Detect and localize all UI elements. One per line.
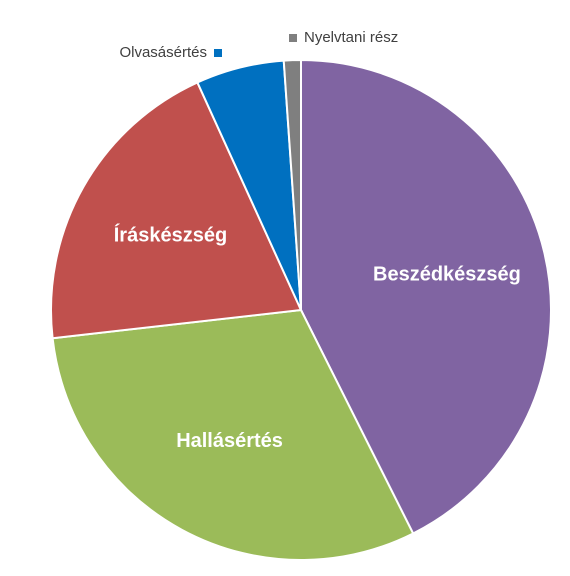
slice-label: Nyelvtani rész xyxy=(304,29,398,46)
slice-label: Olvasásértés xyxy=(119,44,207,61)
slice-label: Hallásértés xyxy=(176,430,283,452)
slice-label: Beszédkészség xyxy=(373,264,521,286)
legend-swatch xyxy=(289,34,297,42)
pie-slice xyxy=(300,58,552,535)
pie-slice xyxy=(51,308,415,561)
legend-swatch xyxy=(214,49,222,57)
pie-slice xyxy=(50,81,303,340)
slice-label: Íráskészség xyxy=(114,223,227,246)
pie-slice xyxy=(282,58,302,311)
